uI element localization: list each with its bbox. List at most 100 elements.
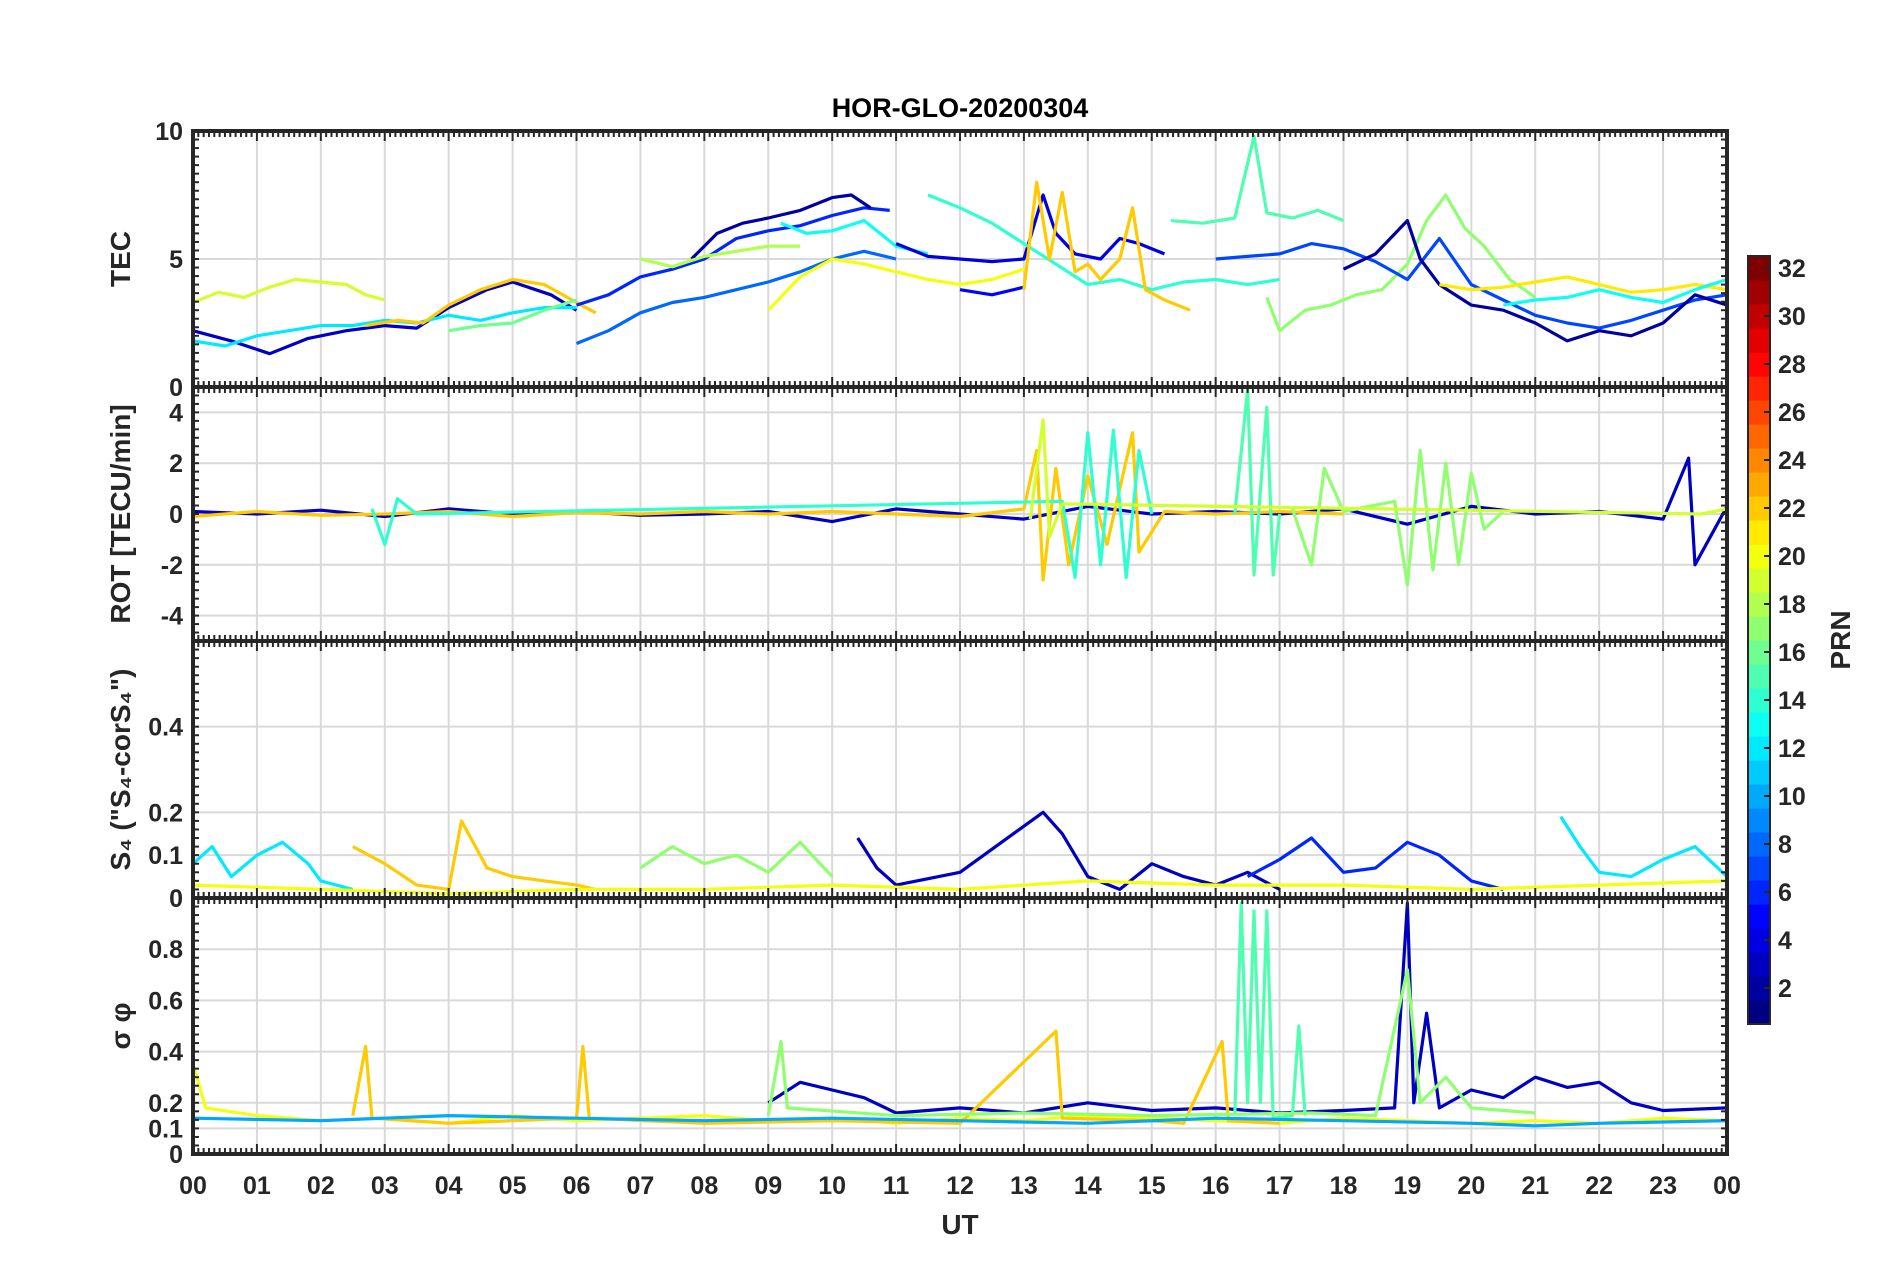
colorbar-band (1748, 952, 1770, 977)
colorbar-band (1748, 760, 1770, 785)
colorbar-tick-label: 32 (1778, 255, 1806, 283)
series-line-prn-22 (352, 819, 597, 891)
series-line-prn-12 (1559, 815, 1727, 879)
chart-title: HOR-GLO-20200304 (832, 93, 1089, 123)
x-tick-label: 22 (1585, 1172, 1613, 1200)
x-tick-label: 00 (179, 1172, 207, 1200)
panel-1: -4 -2 0 2 4 ROT [TECU/min] (105, 385, 1729, 643)
y-tick-label: 10 (155, 118, 183, 146)
x-tick-label: 23 (1649, 1172, 1677, 1200)
x-tick-label: 13 (1010, 1172, 1038, 1200)
colorbar-tick-label: 30 (1778, 303, 1806, 331)
y-tick-label: 0.4 (148, 1039, 183, 1067)
colorbar-band (1748, 544, 1770, 569)
colorbar-tick-label: 22 (1778, 495, 1806, 523)
y-axis-label: ROT [TECU/min] (105, 404, 136, 623)
colorbar-band (1748, 376, 1770, 401)
panel-3: 00.10.2 0.4 0.6 0.8 σ φ (105, 896, 1729, 1169)
series-line-prn-15 (1170, 134, 1345, 225)
y-tick-label: 0.8 (148, 936, 183, 964)
colorbar-band (1748, 640, 1770, 665)
x-tick-label: 18 (1330, 1172, 1358, 1200)
series-line-prn-6 (1246, 836, 1504, 891)
colorbar-band (1748, 928, 1770, 953)
colorbar-band (1748, 448, 1770, 473)
series-line-prn-19 (1028, 418, 1727, 539)
colorbar-tick-label: 16 (1778, 639, 1806, 667)
colorbar-tick-label: 10 (1778, 783, 1806, 811)
series-line-prn-12 (193, 840, 354, 891)
x-tick-label: 03 (371, 1172, 399, 1200)
series-line-prn-13 (1503, 277, 1727, 307)
series-line-prn-17 (1265, 193, 1537, 333)
series-line-prn-17 (766, 968, 1536, 1118)
series-line-prn-22 (1022, 180, 1191, 312)
y-tick-label: -2 (161, 552, 183, 580)
x-tick-label: 05 (499, 1172, 527, 1200)
x-tick-label: 15 (1138, 1172, 1166, 1200)
x-tick-label: 08 (690, 1172, 718, 1200)
y-tick-label: 0 (169, 374, 183, 402)
colorbar-band (1748, 520, 1770, 545)
y-tick-label: -4 (161, 603, 183, 631)
series-line-prn-20 (767, 257, 1025, 312)
series-line-prn-6 (576, 206, 890, 307)
colorbar-band (1748, 592, 1770, 617)
x-tick-label: 16 (1202, 1172, 1230, 1200)
series-group (193, 387, 1727, 587)
colorbar-tick-label: 2 (1778, 975, 1792, 1003)
colorbar-band (1748, 904, 1770, 929)
series-group (193, 134, 1727, 356)
x-tick-label: 20 (1457, 1172, 1485, 1200)
series-line-prn-8 (575, 249, 897, 345)
y-axis-label: σ φ (105, 1003, 136, 1050)
x-tick-label: 01 (243, 1172, 271, 1200)
series-group (193, 901, 1727, 1128)
y-tick-label: 0.1 (148, 842, 183, 870)
colorbar-band (1748, 616, 1770, 641)
y-tick-label: 0.2 (148, 1090, 183, 1118)
y-axis-label: S₄ ("S₄-corS₄") (105, 669, 136, 871)
colorbar-band (1748, 976, 1770, 1001)
x-tick-label: 09 (754, 1172, 782, 1200)
colorbar-tick-label: 4 (1778, 927, 1792, 955)
series-line-prn-15 (1233, 901, 1307, 1120)
colorbar-tick-label: 12 (1778, 735, 1806, 763)
series-line-prn-17 (1290, 448, 1505, 587)
series-line-prn-5 (959, 285, 1025, 297)
y-tick-label: 0.6 (148, 987, 183, 1015)
colorbar-band (1748, 352, 1770, 377)
colorbar-band (1748, 688, 1770, 713)
x-tick-label: 07 (627, 1172, 655, 1200)
colorbar-band (1748, 256, 1770, 281)
series-line-prn-18 (640, 244, 801, 269)
colorbar-band (1748, 424, 1770, 449)
y-tick-label: 0 (169, 885, 183, 913)
colorbar-band (1748, 400, 1770, 425)
series-line-prn-17 (639, 840, 834, 878)
y-tick-label: 4 (169, 399, 183, 427)
colorbar-band (1748, 664, 1770, 689)
y-axis-label: TEC (105, 231, 136, 287)
colorbar-tick-label: 28 (1778, 351, 1806, 379)
colorbar-band (1748, 736, 1770, 761)
colorbar-band (1748, 832, 1770, 857)
series-line-prn-22 (365, 277, 597, 328)
x-tick-label: 21 (1521, 1172, 1549, 1200)
y-tick-label: 0.1 (148, 1115, 183, 1143)
series-line-prn-21 (1439, 275, 1727, 294)
colorbar-band (1748, 568, 1770, 593)
y-tick-label: 2 (169, 450, 183, 478)
series-line-prn-22 (351, 1029, 1280, 1125)
colorbar-band (1748, 472, 1770, 497)
colorbar-band (1748, 784, 1770, 809)
series-line-prn-19 (193, 277, 386, 304)
colorbar-band (1748, 808, 1770, 833)
colorbar-band (1748, 328, 1770, 353)
colorbar-tick-label: 6 (1778, 879, 1792, 907)
series-line-prn-4 (895, 193, 1166, 264)
series-line-prn-16 (448, 298, 577, 333)
panel-frame (191, 896, 1729, 1156)
